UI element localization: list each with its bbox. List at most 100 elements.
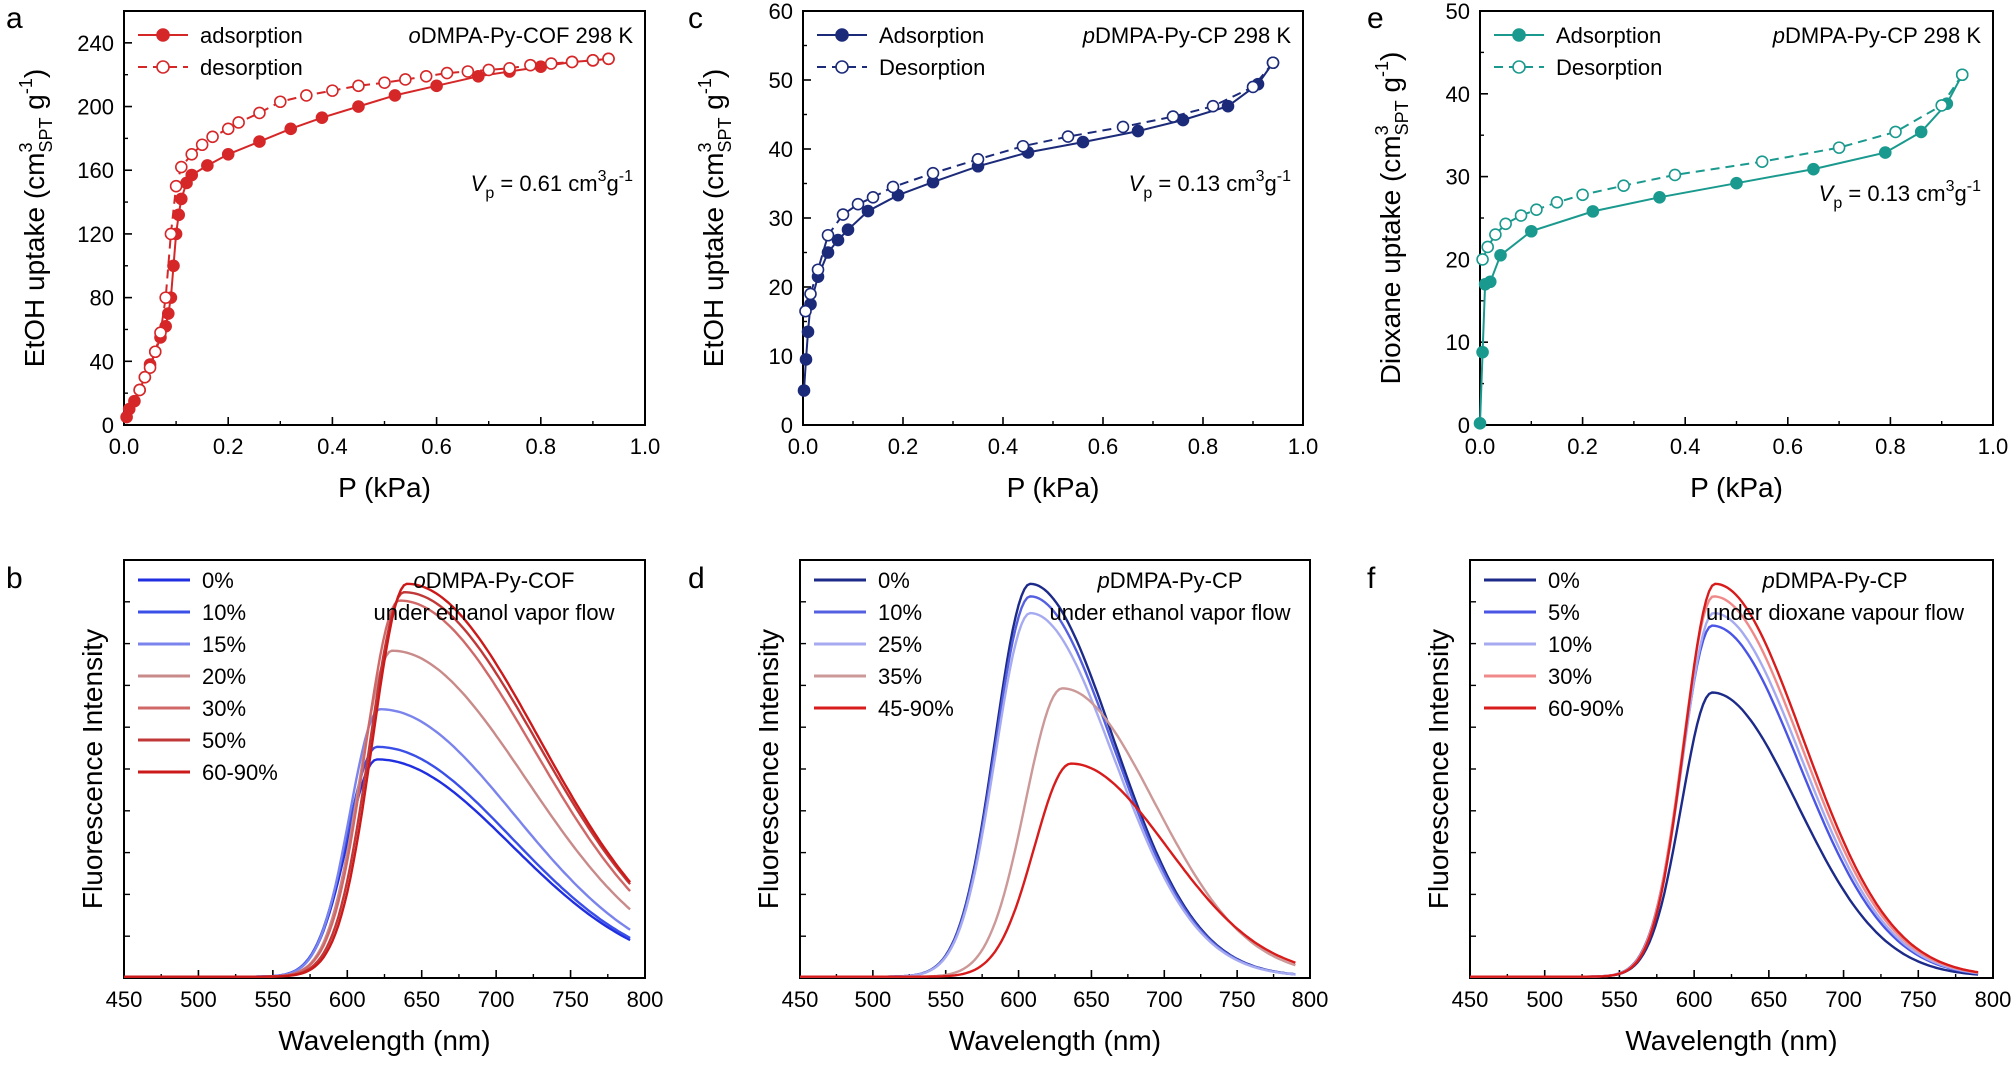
x-tick-label-e: 1.0 <box>1978 434 2009 459</box>
x-tick-label-b: 500 <box>180 987 217 1012</box>
legend-label-e: Adsorption <box>1556 23 1661 48</box>
panel-a: a 0.0 0.2 0.4 0.6 0.8 1.0 0 40 80 120 160 200 240 P (k… <box>6 2 660 503</box>
legend-marker-e <box>1512 60 1526 74</box>
data-point-e-adsorption <box>1476 345 1489 359</box>
legend-label-f: 10% <box>1548 632 1592 657</box>
spectrum-f-10pct <box>1470 611 1979 978</box>
data-point-e-adsorption <box>1807 162 1820 176</box>
spectrum-d-25pct <box>800 611 1296 978</box>
x-tick-label-b: 600 <box>329 987 366 1012</box>
x-tick-label-e: 0.8 <box>1875 434 1906 459</box>
panel-title-e: pDMPA-Py-CP 298 K <box>1772 23 1982 48</box>
data-point-a-desorption <box>154 326 167 339</box>
spectrum-b-30pct <box>124 599 631 978</box>
legend-label-d: 25% <box>878 632 922 657</box>
data-point-c-desorption <box>971 153 985 166</box>
legend-label-a: desorption <box>200 55 303 80</box>
x-tick-label-c: 0.0 <box>788 434 819 459</box>
data-point-e-desorption <box>1617 179 1630 193</box>
data-point-a-desorption <box>133 383 146 397</box>
legend-label-d: 35% <box>878 664 922 689</box>
spectrum-b-60-90pct <box>124 582 632 978</box>
data-point-a-desorption <box>586 54 600 67</box>
series-line-e-adsorption <box>1479 74 1964 424</box>
data-point-a-desorption <box>503 62 516 75</box>
data-point-a-adsorption <box>201 159 214 172</box>
y-tick-label-a: 80 <box>90 286 114 311</box>
plot-frame-c <box>802 10 1304 426</box>
data-point-e-desorption <box>1668 168 1682 182</box>
legend-marker-e <box>1512 28 1526 42</box>
y-tick-label-c: 10 <box>769 344 793 369</box>
vp-annotation-c: Vp = 0.13 cm3g-1 <box>1129 168 1291 202</box>
data-point-e-desorption <box>1832 141 1846 154</box>
y-tick-label-c: 40 <box>769 137 793 162</box>
y-tick-label-e: 20 <box>1446 247 1470 272</box>
data-point-a-desorption <box>565 55 579 69</box>
x-tick-label-c: 0.4 <box>988 434 1019 459</box>
data-point-c-desorption <box>804 287 817 301</box>
data-point-e-adsorption <box>1525 224 1538 238</box>
x-tick-label-f: 650 <box>1750 987 1787 1012</box>
y-tick-label-e: 30 <box>1446 165 1470 190</box>
y-tick-label-e: 10 <box>1446 330 1470 355</box>
data-point-a-adsorption <box>315 111 329 124</box>
data-point-a-adsorption <box>284 122 298 136</box>
vp-annotation-a: Vp = 0.61 cm3g-1 <box>471 168 633 202</box>
y-tick-label-a: 0 <box>102 413 114 438</box>
data-point-e-adsorption <box>1586 205 1600 218</box>
x-tick-label-b: 800 <box>627 987 664 1012</box>
data-point-a-adsorption <box>388 89 402 102</box>
x-tick-label-f: 600 <box>1676 987 1713 1012</box>
x-tick-label-e: 0.4 <box>1670 434 1701 459</box>
y-tick-label-c: 30 <box>769 206 793 231</box>
data-point-a-desorption <box>195 138 209 152</box>
data-point-c-desorption <box>1116 120 1130 134</box>
legend-label-b: 10% <box>202 600 246 625</box>
legend-label-f: 5% <box>1548 600 1580 625</box>
x-tick-label-d: 500 <box>854 987 891 1012</box>
x-axis-title-e: P (kPa) <box>1690 472 1783 503</box>
data-point-a-desorption <box>143 361 157 374</box>
y-tick-label-a: 120 <box>77 222 114 247</box>
spectrum-d-35pct <box>800 687 1296 978</box>
data-point-a-desorption <box>352 79 365 93</box>
data-point-c-adsorption <box>821 246 835 259</box>
x-tick-label-f: 750 <box>1900 987 1937 1012</box>
data-point-e-desorption <box>1576 188 1589 202</box>
data-point-a-adsorption <box>221 148 235 161</box>
y-tick-label-e: 50 <box>1446 0 1470 24</box>
y-axis-title-a: EtOH uptake (cm3SPT g-1) <box>16 69 56 367</box>
panel-label-a: a <box>6 2 23 35</box>
data-point-e-adsorption <box>1653 191 1666 204</box>
spectrum-d-0pct <box>800 582 1296 978</box>
data-point-c-adsorption <box>1076 135 1090 149</box>
spectrum-f-60-90pct <box>1470 582 1979 978</box>
data-point-a-desorption <box>273 95 287 109</box>
data-point-e-adsorption <box>1473 417 1487 430</box>
x-axis-title-f: Wavelength (nm) <box>1625 1025 1837 1056</box>
data-point-a-adsorption <box>253 135 266 148</box>
x-tick-label-b: 450 <box>106 987 143 1012</box>
data-point-e-desorption <box>1499 217 1512 231</box>
panel-label-d: d <box>688 562 705 595</box>
spectrum-b-15pct <box>124 707 631 978</box>
panel-title-c: pDMPA-Py-CP 298 K <box>1082 23 1292 48</box>
data-point-e-desorption <box>1481 240 1494 254</box>
data-point-a-desorption <box>175 160 188 174</box>
panel-subtitle-b: under ethanol vapor flow <box>374 600 615 625</box>
legend-label-b: 50% <box>202 728 246 753</box>
vp-annotation-e: Vp = 0.13 cm3g-1 <box>1819 178 1981 212</box>
series-line-a-adsorption <box>125 57 609 418</box>
legend-marker-a <box>156 28 170 42</box>
panel-title-f: pDMPA-Py-CP <box>1761 568 1907 593</box>
x-tick-label-f: 450 <box>1452 987 1489 1012</box>
x-tick-label-d: 450 <box>782 987 819 1012</box>
data-point-c-desorption <box>821 228 835 242</box>
x-tick-label-a: 0.4 <box>317 434 348 459</box>
data-point-a-desorption <box>185 148 199 161</box>
legend-label-b: 30% <box>202 696 246 721</box>
data-point-c-desorption <box>926 166 940 180</box>
